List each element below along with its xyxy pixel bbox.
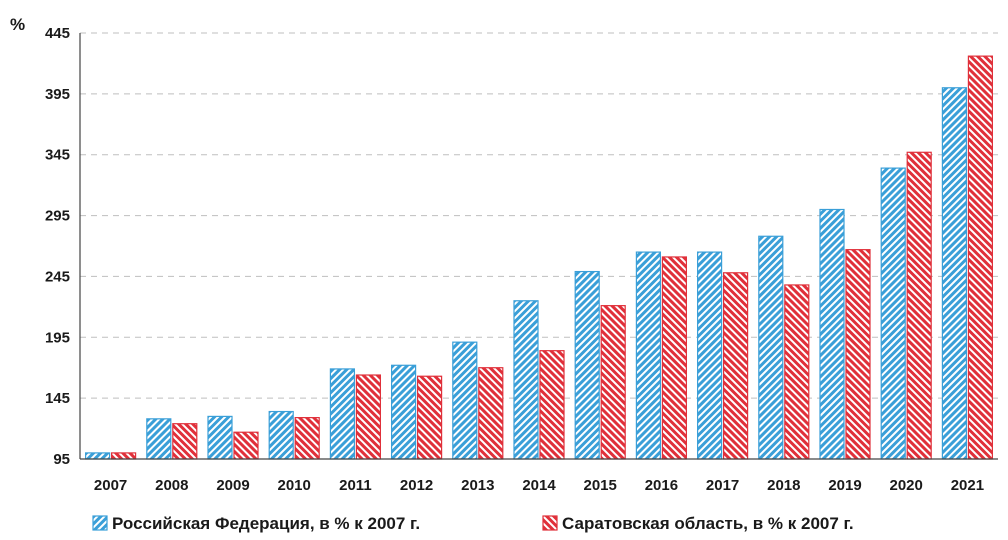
- bar-series-2-2016: [661, 256, 688, 460]
- bar-series-2-2009: [233, 431, 259, 460]
- x-tick-label: 2011: [339, 477, 372, 494]
- x-tick-label: 2008: [155, 477, 188, 494]
- y-tick-label: 445: [45, 25, 70, 42]
- x-tick-label: 2013: [461, 477, 494, 494]
- gridlines: [80, 32, 998, 399]
- bars: [84, 55, 994, 460]
- x-tick-label: 2015: [584, 477, 617, 494]
- bar-series-1-2014: [513, 300, 539, 460]
- x-tick-label: 2019: [828, 477, 861, 494]
- bar-series-1-2020: [880, 167, 906, 460]
- y-tick-label: 195: [45, 329, 70, 346]
- bar-series-2-2018: [784, 284, 810, 460]
- bar-series-2-2020: [906, 151, 932, 460]
- legend: Российская Федерация, в % к 2007 г. Сарат…: [92, 514, 854, 533]
- bar-series-1-2008: [146, 418, 172, 460]
- x-tick-label: 2012: [400, 477, 433, 494]
- bar-series-1-2015: [574, 270, 600, 460]
- x-tick-label: 2010: [278, 477, 311, 494]
- legend-swatch-series-1: [92, 515, 108, 531]
- y-tick-label: 145: [45, 390, 70, 407]
- x-tick-label: 2007: [94, 477, 127, 494]
- bar-series-1-2017: [696, 251, 723, 460]
- bar-series-1-2018: [758, 235, 784, 460]
- y-axis-unit-label: %: [10, 15, 25, 34]
- legend-swatch-series-2: [542, 515, 558, 531]
- bar-series-2-2008: [172, 423, 198, 460]
- x-tick-label: 2021: [951, 477, 984, 494]
- x-tick-label: 2020: [890, 477, 923, 494]
- legend-label-series-1: Российская Федерация, в % к 2007 г.: [112, 514, 420, 533]
- bar-series-2-2021: [967, 55, 994, 460]
- x-tick-label: 2018: [767, 477, 800, 494]
- y-tick-label: 95: [53, 451, 70, 468]
- bar-series-1-2013: [452, 341, 478, 460]
- x-tick-label: 2017: [706, 477, 739, 494]
- legend-label-series-2: Саратовская область, в % к 2007 г.: [562, 514, 854, 533]
- bar-series-2-2011: [355, 374, 381, 460]
- bar-series-2-2007: [110, 452, 137, 460]
- bar-series-2-2012: [417, 375, 443, 460]
- y-tick-label: 345: [45, 147, 70, 164]
- bar-series-2-2017: [722, 272, 749, 460]
- x-tick-label: 2014: [522, 477, 556, 494]
- x-tick-label: 2009: [216, 477, 249, 494]
- bar-series-1-2010: [268, 410, 294, 460]
- y-tick-label: 395: [45, 86, 70, 103]
- bar-series-2-2014: [539, 350, 565, 460]
- bar-series-1-2012: [391, 364, 417, 460]
- bar-series-1-2009: [207, 415, 233, 460]
- bar-series-2-2019: [845, 249, 871, 460]
- bar-series-1-2021: [941, 87, 968, 460]
- bar-series-1-2016: [635, 251, 662, 460]
- bar-series-1-2019: [819, 208, 845, 460]
- axes: 95 145 195 245 295 345 395 445 2007 2008 2009 2010 2…: [45, 25, 998, 494]
- bar-series-1-2011: [329, 368, 355, 460]
- x-tick-label: 2016: [645, 477, 678, 494]
- bar-series-1-2007: [84, 452, 111, 460]
- y-tick-label: 295: [45, 208, 70, 225]
- bar-series-2-2010: [294, 417, 320, 460]
- bar-series-2-2015: [600, 305, 626, 460]
- y-tick-label: 245: [45, 268, 70, 285]
- bar-series-2-2013: [478, 367, 504, 460]
